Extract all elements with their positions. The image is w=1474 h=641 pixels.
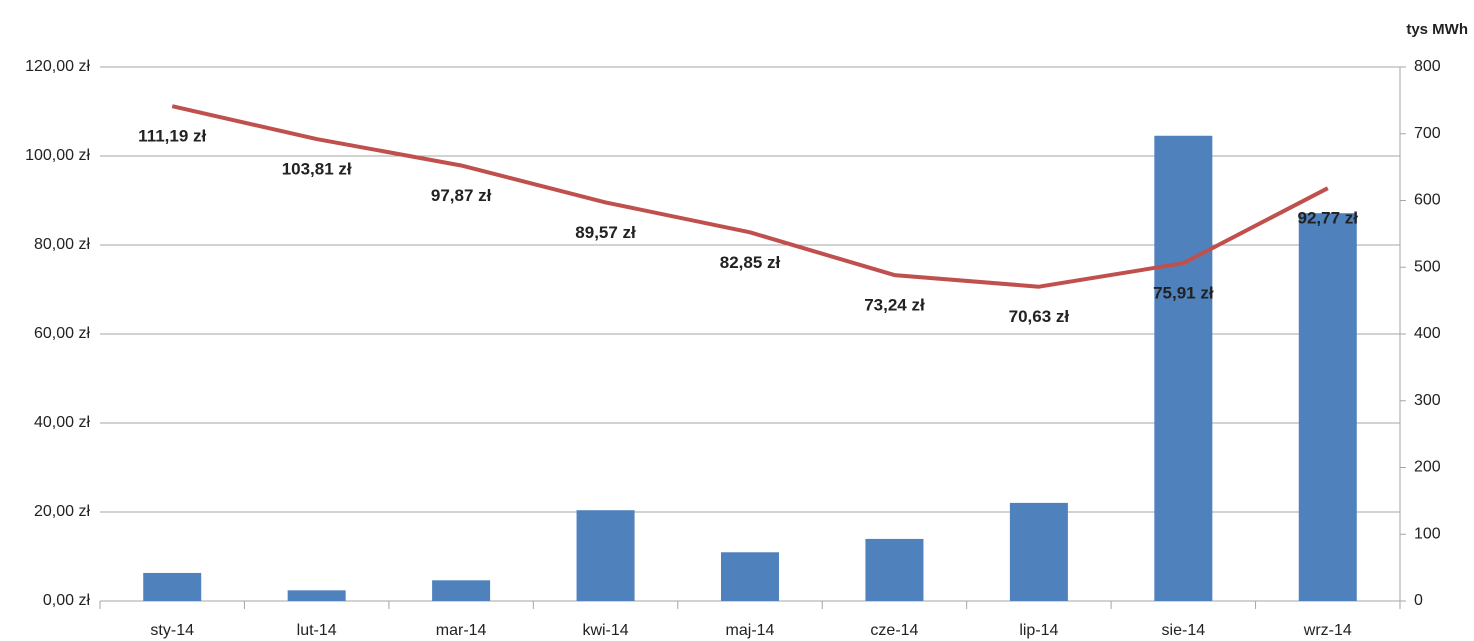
x-tick-label: maj-14 [726, 622, 775, 639]
x-tick-label: lip-14 [1019, 622, 1058, 639]
data-label: 97,87 zł [431, 186, 492, 205]
bar [865, 539, 923, 601]
data-label: 89,57 zł [575, 223, 636, 242]
data-label: 82,85 zł [720, 253, 781, 272]
y2-tick-label: 600 [1414, 192, 1441, 209]
y2-axis-title: tys MWh [1406, 21, 1468, 38]
x-tick-label: kwi-14 [582, 622, 628, 639]
bar [577, 510, 635, 601]
bar [288, 590, 346, 601]
data-label: 111,19 zł [138, 127, 206, 146]
x-tick-label: wrz-14 [1303, 622, 1352, 639]
data-label: 92,77 zł [1298, 209, 1359, 228]
page: tys MWh 0,00 zł 20,00 zł 40,00 zł 60,00 zł 8… [0, 0, 1474, 641]
x-tick-label: sty-14 [150, 622, 194, 639]
y-tick-label: 40,00 zł [34, 414, 90, 431]
bar [721, 552, 779, 601]
y-tick-label: 0,00 zł [43, 592, 91, 609]
y2-tick-label: 0 [1414, 592, 1423, 609]
y2-tick-label: 400 [1414, 325, 1441, 342]
chart: tys MWh 0,00 zł 20,00 zł 40,00 zł 60,00 zł 8… [0, 0, 1474, 641]
y2-tick-label: 300 [1414, 392, 1441, 409]
data-label: 75,91 zł [1153, 284, 1214, 303]
y-tick-label: 80,00 zł [34, 236, 90, 253]
data-label: 103,81 zł [282, 160, 352, 179]
data-label: 73,24 zł [864, 296, 925, 315]
bar [1154, 136, 1212, 601]
bar [432, 580, 490, 601]
y2-tick-label: 500 [1414, 258, 1441, 275]
x-tick-label: mar-14 [436, 622, 487, 639]
x-tick-label: lut-14 [297, 622, 337, 639]
x-tick-label: cze-14 [870, 622, 918, 639]
y-tick-label: 120,00 zł [25, 58, 90, 75]
x-tick-label: sie-14 [1162, 622, 1206, 639]
y2-tick-label: 100 [1414, 525, 1441, 542]
bar [1299, 213, 1357, 601]
bar [143, 573, 201, 601]
data-label: 70,63 zł [1009, 307, 1070, 326]
y-tick-label: 60,00 zł [34, 325, 90, 342]
y-tick-label: 100,00 zł [25, 147, 90, 164]
bar [1010, 503, 1068, 601]
y2-tick-label: 700 [1414, 125, 1441, 142]
y-tick-label: 20,00 zł [34, 503, 90, 520]
y2-tick-label: 200 [1414, 459, 1441, 476]
y2-tick-label: 800 [1414, 58, 1441, 75]
